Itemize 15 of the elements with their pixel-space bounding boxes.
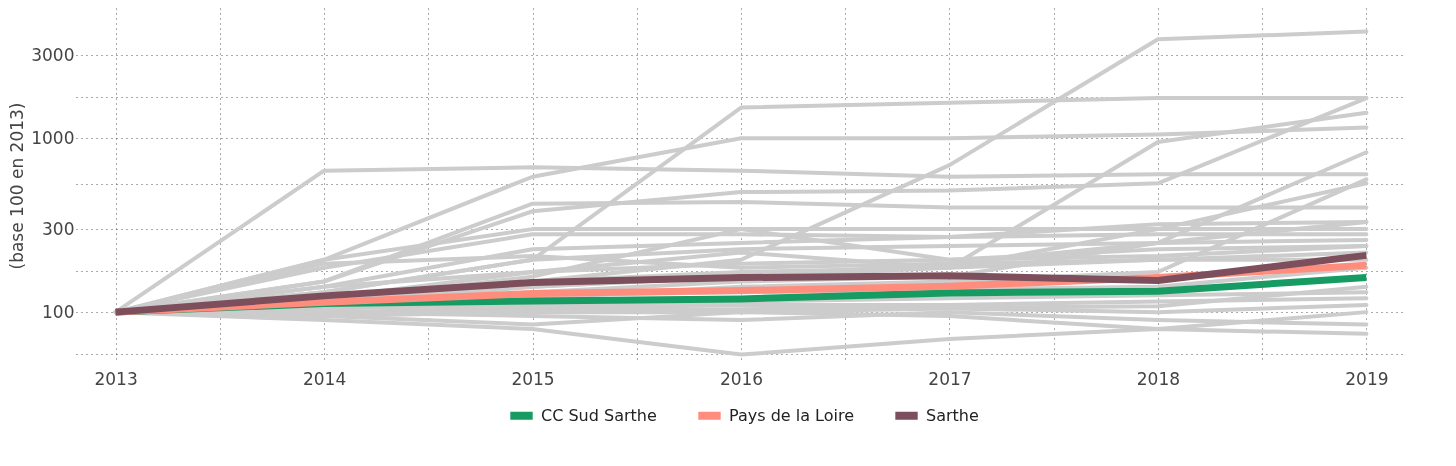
y-tick-label: 100 [42,301,75,322]
x-tick-label: 2013 [94,368,138,389]
y-axis-title: (base 100 en 2013) [7,102,28,270]
legend-label: CC Sud Sarthe [541,405,657,425]
y-tick-label: 300 [42,218,75,239]
legend-label: Pays de la Loire [729,405,854,425]
legend-label: Sarthe [926,405,979,425]
x-tick-label: 2015 [511,368,555,389]
x-tick-label: 2019 [1345,368,1389,389]
x-tick-label: 2014 [302,368,347,389]
x-tick-label: 2017 [928,368,972,389]
y-tick-label: 3000 [31,44,75,65]
y-tick-label: 1000 [31,127,75,148]
x-tick-label: 2016 [719,368,764,389]
x-tick-label: 2018 [1136,368,1181,389]
